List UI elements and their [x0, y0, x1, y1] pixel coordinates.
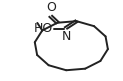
Text: HO: HO: [34, 22, 53, 35]
Text: N: N: [62, 30, 71, 43]
Text: O: O: [46, 1, 56, 14]
